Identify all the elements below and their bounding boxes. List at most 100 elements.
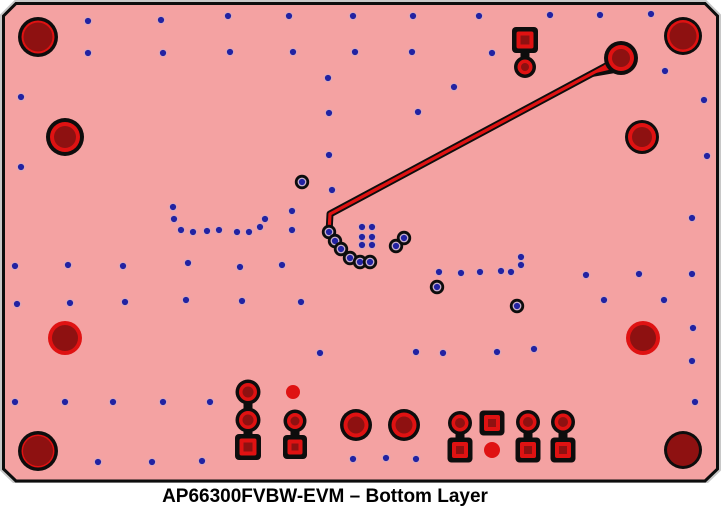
mounting-hole [46,118,84,156]
ringed-via [333,241,349,257]
blue-via-dot [581,270,591,280]
circle-pad [235,379,261,405]
blue-via-dot [324,150,334,160]
blue-via-dot [506,267,516,277]
blue-via-dot [474,11,484,21]
blue-via-dot [205,397,215,407]
mounting-hole [18,17,58,57]
blue-via-dot [168,202,178,212]
blue-via-dot [315,348,325,358]
ringed-via [294,174,310,190]
blue-via-dot [93,457,103,467]
blue-via-dot [348,11,358,21]
red-dot-pad [286,385,300,399]
blue-via-dot [287,225,297,235]
blue-via-dot [357,232,367,242]
blue-via-dot [120,297,130,307]
blue-via-dot [449,82,459,92]
ringed-via [362,254,378,270]
blue-via-dot [197,456,207,466]
blue-via-dot [108,397,118,407]
circle-pad [514,56,536,78]
blue-via-dot [83,16,93,26]
blue-via-dot [660,66,670,76]
blue-via-dot [323,73,333,83]
blue-via-dot [690,397,700,407]
caption-text: AP66300FVBW-EVM – Bottom Layer [162,486,488,507]
circle-pad [551,410,575,434]
blue-via-dot [16,92,26,102]
square-pad [515,437,541,463]
ringed-via [429,279,445,295]
square-pad [235,434,261,460]
blue-via-dot [496,266,506,276]
circle-pad [235,407,261,433]
red-dot-pad [484,442,500,458]
blue-via-dot [235,262,245,272]
blue-via-dot [516,260,526,270]
circle-pad [448,411,472,435]
blue-via-dot [516,252,526,262]
square-pad [283,435,307,459]
blue-via-dot [687,269,697,279]
ringed-via [396,230,412,246]
blue-via-dot [367,222,377,232]
blue-via-dot [327,185,337,195]
blue-via-dot [545,10,555,20]
mounting-hole [340,409,372,441]
circle-pad [283,409,307,433]
blue-via-dot [687,213,697,223]
blue-via-dot [487,48,497,58]
blue-via-dot [492,347,502,357]
blue-via-dot [158,397,168,407]
blue-via-dot [646,9,656,19]
mounting-hole [664,431,702,469]
blue-via-dot [277,260,287,270]
blue-via-dot [288,47,298,57]
blue-via-dot [255,222,265,232]
blue-via-dot [357,222,367,232]
blue-via-dot [181,295,191,305]
blue-via-dot [284,11,294,21]
blue-via-dot [176,225,186,235]
blue-via-dot [169,214,179,224]
blue-via-dot [348,454,358,464]
blue-via-dot [10,261,20,271]
blue-via-dot [350,47,360,57]
blue-via-dot [232,227,242,237]
blue-via-dot [237,296,247,306]
blue-via-dot [287,206,297,216]
blue-via-dot [244,227,254,237]
blue-via-dot [225,47,235,57]
blue-via-dot [296,297,306,307]
blue-via-dot [411,347,421,357]
blue-via-dot [456,268,466,278]
blue-via-dot [475,267,485,277]
mounting-hole [604,41,638,75]
blue-via-dot [147,457,157,467]
blue-via-dot [324,108,334,118]
blue-via-dot [688,323,698,333]
square-pad [479,410,505,436]
blue-via-dot [367,240,377,250]
blue-via-dot [599,295,609,305]
ringed-via [509,298,525,314]
blue-via-dot [260,214,270,224]
mounting-hole [18,431,58,471]
ringed-via [352,254,368,270]
mounting-hole [625,120,659,154]
blue-via-dot [10,397,20,407]
blue-via-dot [214,225,224,235]
blue-via-dot [118,261,128,271]
blue-via-dot [357,240,367,250]
blue-via-dot [367,232,377,242]
circle-pad [516,410,540,434]
blue-via-dot [65,298,75,308]
blue-via-dot [411,454,421,464]
pcb-board-image [0,0,721,483]
blue-via-dot [188,227,198,237]
mounting-hole [626,321,660,355]
blue-via-dot [183,258,193,268]
blue-via-dot [595,10,605,20]
mounting-hole [388,409,420,441]
